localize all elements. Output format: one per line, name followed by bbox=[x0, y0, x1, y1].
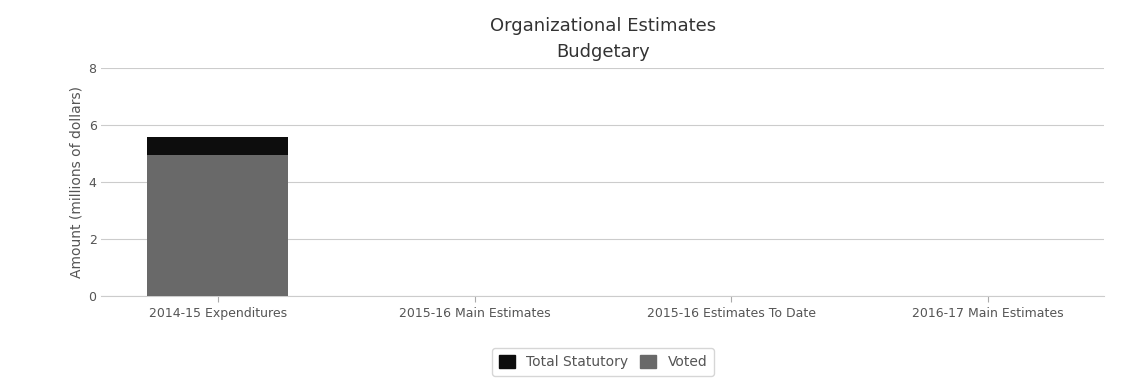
Bar bbox=[147, 155, 289, 296]
Y-axis label: Amount (millions of dollars): Amount (millions of dollars) bbox=[69, 86, 83, 279]
Title: Organizational Estimates
Budgetary: Organizational Estimates Budgetary bbox=[490, 17, 716, 61]
Legend: Total Statutory, Voted: Total Statutory, Voted bbox=[491, 348, 715, 376]
Bar bbox=[147, 137, 289, 155]
